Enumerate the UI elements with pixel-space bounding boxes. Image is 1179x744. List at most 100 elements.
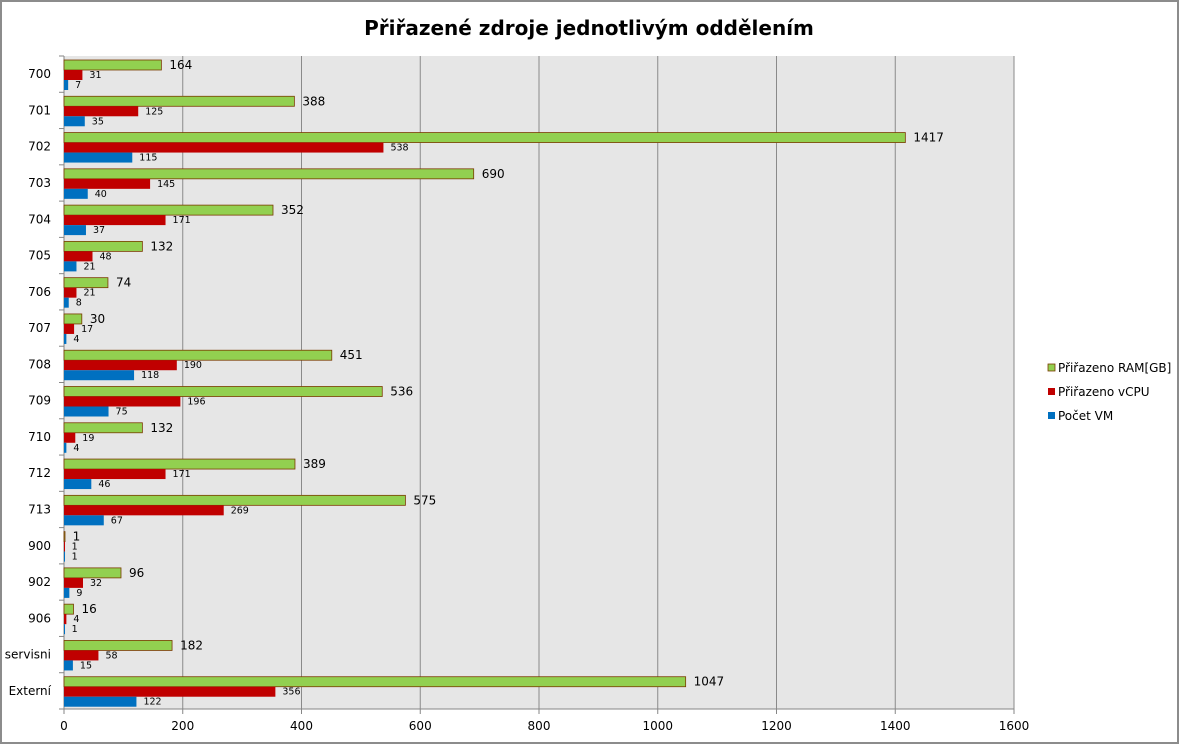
bar	[63, 531, 66, 543]
bar	[64, 178, 151, 189]
bar	[64, 406, 109, 417]
legend: Přiřazeno RAM[GB] Přiřazeno vCPU Počet VM	[1047, 361, 1171, 423]
data-label: 122	[143, 697, 161, 708]
category-label: 708	[28, 357, 51, 371]
bar	[64, 541, 65, 552]
data-label: 40	[95, 189, 107, 200]
data-label: 31	[89, 70, 101, 81]
data-label: 132	[150, 239, 173, 253]
data-label: 1	[72, 624, 78, 635]
bar	[64, 333, 67, 344]
data-label: 451	[340, 348, 363, 362]
bar	[63, 277, 109, 289]
bar	[64, 323, 75, 334]
data-label: 1	[72, 552, 78, 563]
bar	[63, 494, 406, 506]
legend-label: Počet VM	[1058, 409, 1113, 423]
data-label: 1	[73, 530, 81, 544]
bar	[64, 650, 99, 661]
data-label: 125	[145, 106, 163, 117]
data-label: 538	[390, 143, 408, 154]
x-tick-label: 800	[528, 719, 551, 733]
data-label: 4	[73, 614, 79, 625]
bar	[63, 240, 143, 252]
data-label: 269	[231, 505, 249, 516]
bar	[64, 261, 77, 272]
data-label: 9	[76, 588, 82, 599]
bar	[63, 349, 333, 361]
data-label: 4	[73, 334, 79, 345]
data-label: 164	[169, 58, 192, 72]
data-label: 190	[184, 360, 202, 371]
data-label: 46	[98, 479, 110, 490]
category-label: 702	[28, 140, 51, 154]
bar	[64, 142, 384, 153]
bar	[64, 287, 77, 298]
category-label: 902	[28, 575, 51, 589]
data-label: 58	[105, 650, 117, 661]
bar	[64, 360, 177, 371]
data-label: 196	[187, 397, 205, 408]
data-label: 35	[92, 116, 104, 127]
x-tick-label: 0	[60, 719, 68, 733]
bar	[63, 458, 296, 470]
data-label: 171	[173, 215, 191, 226]
bar	[64, 116, 85, 127]
bar	[64, 297, 69, 308]
data-label: 30	[90, 312, 105, 326]
legend-swatch	[1048, 412, 1055, 419]
category-label: 703	[28, 176, 51, 190]
data-label: 1	[72, 542, 78, 553]
bar	[64, 70, 83, 80]
bar	[64, 469, 166, 480]
bar	[64, 432, 76, 443]
data-label: 536	[390, 385, 413, 399]
category-label: 710	[28, 430, 51, 444]
category-label: 900	[28, 539, 51, 553]
category-label: 704	[28, 212, 51, 226]
data-label: 75	[116, 407, 128, 418]
bar	[63, 567, 122, 579]
data-label: 8	[76, 298, 82, 309]
category-label: 700	[28, 67, 51, 81]
category-label: 709	[28, 394, 51, 408]
legend-label: Přiřazeno vCPU	[1058, 385, 1150, 399]
data-label: 145	[157, 179, 175, 190]
category-label: 713	[28, 502, 51, 516]
data-label: 21	[83, 288, 95, 299]
bar	[63, 676, 687, 688]
plot-area: 0 200 400 600 800 1000 1200 1400 160070016431770…	[5, 55, 1029, 733]
legend-swatch	[1047, 363, 1056, 372]
category-label: 705	[28, 249, 51, 263]
data-label: 171	[173, 469, 191, 480]
data-label: 690	[482, 167, 505, 181]
x-tick-label: 1200	[761, 719, 792, 733]
category-label: servisni	[5, 648, 51, 662]
bar	[64, 614, 67, 625]
data-label: 19	[82, 433, 94, 444]
data-label: 575	[413, 493, 436, 507]
data-label: 16	[82, 602, 97, 616]
bar	[63, 422, 143, 434]
bar	[64, 251, 93, 262]
data-label: 352	[281, 203, 304, 217]
data-label: 17	[81, 324, 93, 335]
bar	[63, 386, 383, 397]
category-label: 706	[28, 285, 51, 299]
bar	[63, 168, 475, 180]
data-label: 96	[129, 566, 144, 580]
data-label: 32	[90, 578, 102, 589]
bar	[64, 188, 88, 199]
data-label: 37	[93, 225, 105, 236]
category-label: Externí	[9, 684, 52, 698]
data-label: 4	[73, 443, 79, 454]
bar	[63, 132, 906, 143]
data-label: 1047	[694, 675, 725, 689]
bar	[64, 225, 86, 236]
x-tick-label: 400	[290, 719, 313, 733]
legend-label: Přiřazeno RAM[GB]	[1058, 361, 1171, 375]
chart-title: Přiřazené zdroje jednotlivým oddělením	[364, 16, 814, 40]
data-label: 1417	[913, 131, 944, 145]
category-label: 701	[28, 103, 51, 117]
